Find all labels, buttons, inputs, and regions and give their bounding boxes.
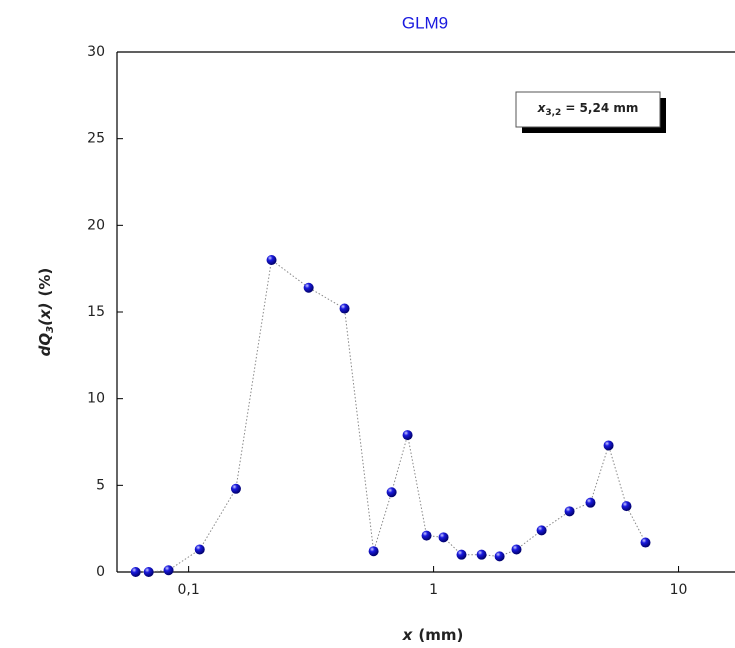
chart-title: GLM9: [402, 13, 448, 32]
y-label-unit: (%): [36, 268, 54, 297]
y-tick-label: 15: [87, 304, 105, 320]
point: [640, 537, 651, 548]
annotation-text: = 5,24 mm: [565, 101, 638, 115]
y-tick-label: 10: [87, 391, 105, 407]
y-tick-label: 25: [87, 131, 105, 147]
y-tick-label: 20: [87, 217, 105, 233]
y-label-var: dQ: [36, 333, 54, 357]
point: [438, 532, 449, 543]
y-label-arg: (x): [36, 302, 54, 325]
point: [163, 565, 174, 576]
point: [130, 567, 141, 577]
y-tick-label: 5: [96, 477, 105, 493]
point: [494, 551, 505, 562]
point: [339, 303, 350, 314]
annotation-var: x: [537, 101, 547, 115]
point: [511, 544, 522, 555]
annotation: x3,2 = 5,24 mm: [537, 101, 639, 118]
point: [621, 501, 632, 512]
point: [143, 567, 154, 577]
x-label-unit: (mm): [418, 626, 463, 644]
point: [194, 544, 205, 555]
point: [585, 497, 596, 508]
point: [386, 487, 397, 498]
y-axis-label: dQ3(x) (%): [36, 268, 57, 357]
annotation-box: [515, 91, 661, 128]
point: [456, 549, 467, 560]
point: [230, 483, 241, 494]
y-tick-label: 30: [87, 44, 105, 60]
point: [368, 546, 379, 557]
x-tick-label: 0,1: [178, 582, 200, 598]
y-tick-label: 0: [96, 564, 105, 580]
x-label-var: x: [402, 626, 414, 644]
annotation-sub: 3,2: [545, 108, 561, 118]
point: [564, 506, 575, 517]
x-tick-label: 10: [670, 582, 688, 598]
x-tick-label: 1: [429, 582, 438, 598]
point: [402, 430, 413, 441]
point: [303, 282, 314, 293]
point: [266, 255, 277, 265]
point: [536, 525, 547, 536]
point: [476, 549, 487, 560]
point: [421, 530, 432, 541]
y-label-sub: 3: [45, 326, 56, 333]
x-axis-label: x (mm): [402, 626, 464, 644]
point: [603, 440, 614, 451]
connector-line: [135, 259, 646, 573]
